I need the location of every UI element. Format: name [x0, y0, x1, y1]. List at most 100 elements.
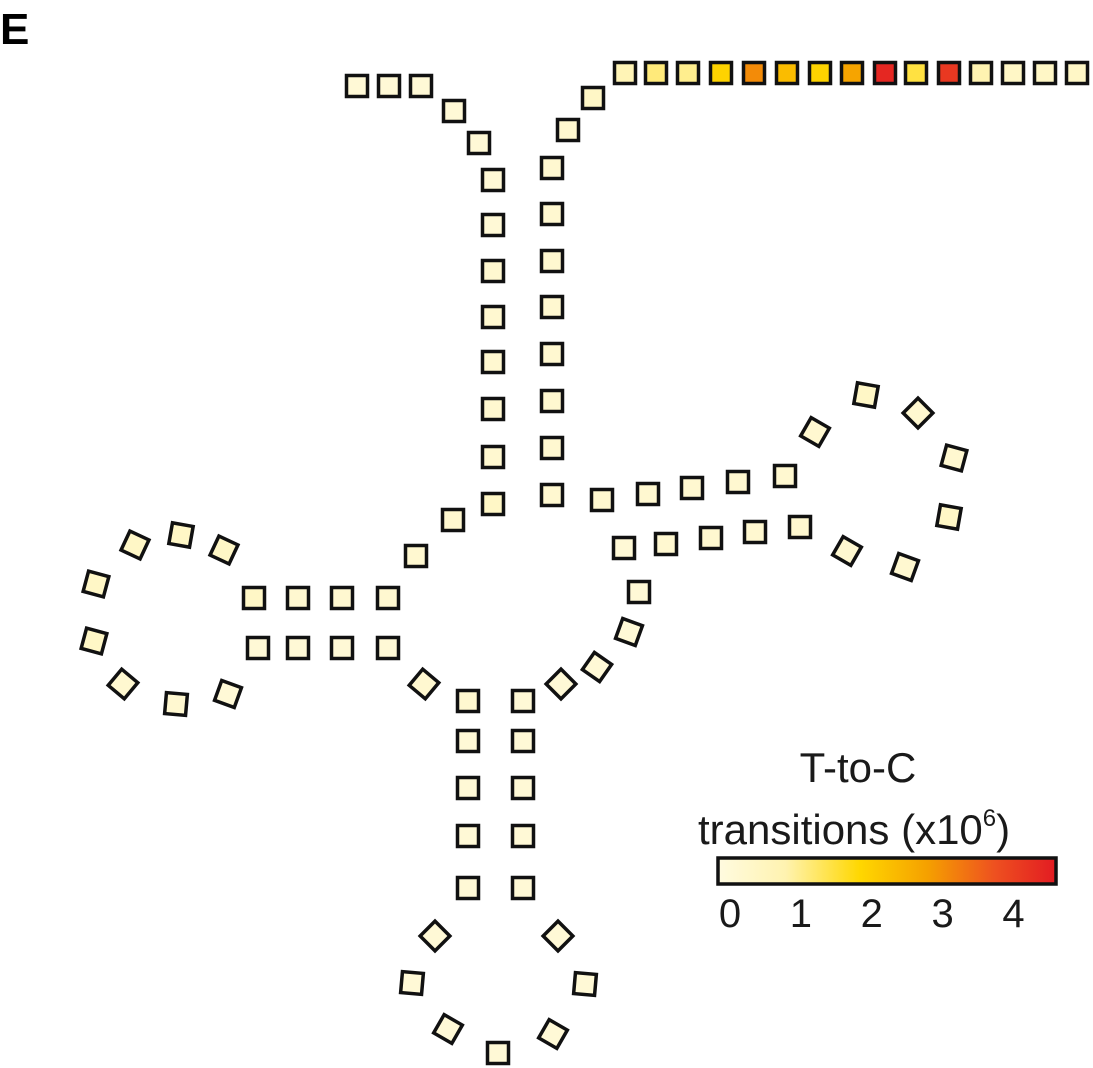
- nucleotide-t-arm-5: [830, 534, 864, 568]
- nucleotide-acceptor-stem-5p-3: [480, 167, 506, 193]
- nucleotide-anticodon-arm-17: [543, 666, 579, 702]
- nucleotide-acceptor-stem-5p-10: [480, 491, 506, 517]
- nucleotide-acceptor-stem-5p-1: [441, 98, 467, 124]
- nucleotide-three-prime-tail-5: [741, 60, 767, 86]
- nucleotide-t-arm-15: [635, 481, 661, 507]
- legend-title-line1: T-to-C: [800, 744, 917, 791]
- nucleotide-d-arm-9: [80, 568, 112, 600]
- nucleotide-acceptor-stem-5p-7: [480, 349, 506, 375]
- nucleotide-d-arm-5: [241, 585, 267, 611]
- nucleotide-t-arm-7: [934, 502, 964, 532]
- legend-color-bar: [716, 856, 1058, 886]
- nucleotide-anticodon-arm-6: [398, 969, 426, 997]
- nucleotide-acceptor-stem-5p-2: [466, 130, 492, 156]
- nucleotide-acceptor-stem-3p-1: [539, 482, 565, 508]
- nucleotide-anticodon-arm-21: [611, 535, 637, 561]
- nucleotide-acceptor-stem-5p-8: [480, 396, 506, 422]
- nucleotide-acceptor-stem-5p-6: [480, 304, 506, 330]
- nucleotide-t-arm-8: [938, 442, 970, 474]
- legend-tick-2: 2: [861, 892, 883, 936]
- nucleotide-d-arm-18: [406, 666, 442, 702]
- nucleotide-anticodon-arm-4: [455, 875, 481, 901]
- nucleotide-t-arm-16: [589, 487, 615, 513]
- nucleotide-three-prime-tail-7: [807, 60, 833, 86]
- color-legend: T-to-C transitions (x106) 0 1 2 3 4: [698, 744, 1058, 936]
- nucleotide-five-prime-start-3: [408, 73, 434, 99]
- nucleotide-anticodon-arm-14: [510, 775, 536, 801]
- nucleotide-t-arm-6: [889, 551, 921, 583]
- nucleotide-anticodon-arm-5: [417, 918, 453, 954]
- nucleotide-three-prime-tail-13: [1000, 60, 1026, 86]
- nucleotide-three-prime-tail-1: [612, 60, 638, 86]
- nucleotide-d-arm-1: [403, 543, 429, 569]
- nucleotide-three-prime-tail-2: [643, 60, 669, 86]
- nucleotide-t-arm-11: [798, 415, 832, 449]
- nucleotide-t-arm-3: [742, 519, 768, 545]
- nucleotide-anticodon-arm-15: [510, 728, 536, 754]
- nucleotide-t-arm-12: [772, 463, 798, 489]
- nucleotide-anticodon-arm-11: [540, 918, 576, 954]
- nucleotide-d-arm-2: [375, 585, 401, 611]
- nucleotide-three-prime-tail-6: [774, 60, 800, 86]
- nucleotide-acceptor-stem-5p-9: [480, 444, 506, 470]
- nucleotide-anticodon-arm-19: [613, 616, 645, 648]
- legend-title-close: ): [996, 806, 1010, 853]
- nucleotide-t-arm-4: [787, 514, 813, 540]
- nucleotide-t-arm-14: [679, 475, 705, 501]
- legend-title-exponent: 6: [983, 805, 996, 832]
- nucleotide-acceptor-stem-3p-6: [539, 248, 565, 274]
- nucleotide-d-arm-4: [285, 585, 311, 611]
- nucleotide-acceptor-stem-5p-5: [480, 258, 506, 284]
- legend-tick-labels: 0 1 2 3 4: [719, 892, 1025, 936]
- nucleotide-acceptor-stem-3p-8: [539, 155, 565, 181]
- nucleotide-three-prime-tail-8: [839, 60, 865, 86]
- legend-tick-3: 3: [931, 892, 953, 936]
- nucleotide-anticodon-arm-9: [536, 1017, 570, 1051]
- nucleotide-t-arm-9: [900, 395, 936, 431]
- nucleotide-three-prime-tail-10: [903, 60, 929, 86]
- nucleotide-three-prime-tail-4: [708, 60, 734, 86]
- nucleotide-anticodon-arm-10: [571, 970, 599, 998]
- nucleotide-d-arm-8: [118, 528, 152, 562]
- legend-title-text: transitions (x10: [698, 806, 983, 853]
- nucleotide-d-arm-10: [78, 625, 110, 657]
- panel-label: E: [0, 5, 29, 54]
- nucleotide-t-arm-10: [851, 380, 881, 410]
- nucleotide-acceptor-stem-3p-2: [539, 435, 565, 461]
- nucleotide-anticodon-arm-13: [510, 823, 536, 849]
- nucleotide-five-prime-start-1: [344, 73, 370, 99]
- nucleotide-acceptor-stem-3p-3: [539, 388, 565, 414]
- nucleotide-d-arm-6: [207, 533, 241, 567]
- nucleotide-anticodon-arm-7: [431, 1012, 465, 1046]
- nucleotide-three-prime-tail-12: [968, 60, 994, 86]
- nucleotide-d-arm-3: [329, 585, 355, 611]
- nucleotide-anticodon-arm-20: [626, 579, 652, 605]
- nucleotide-t-arm-1: [653, 531, 679, 557]
- legend-title-line2: transitions (x106): [698, 805, 1010, 853]
- nucleotide-acceptor-stem-3p-5: [539, 294, 565, 320]
- nucleotide-d-arm-12: [162, 690, 190, 718]
- nucleotide-three-prime-tail-15: [1064, 60, 1090, 86]
- nucleotide-d-arm-14: [245, 635, 271, 661]
- legend-tick-0: 0: [719, 892, 741, 936]
- nucleotide-d-arm-16: [329, 635, 355, 661]
- nucleotide-acceptor-stem-5p-4: [480, 212, 506, 238]
- nucleotide-d-arm-17: [375, 635, 401, 661]
- nucleotide-five-prime-start-2: [376, 73, 402, 99]
- legend-tick-4: 4: [1002, 892, 1024, 936]
- nucleotide-t-arm-2: [698, 525, 724, 551]
- nucleotide-acceptor-stem-3p-7: [539, 201, 565, 227]
- nucleotide-anticodon-arm-18: [579, 649, 615, 685]
- nucleotide-d-arm-15: [285, 635, 311, 661]
- nucleotide-three-prime-tail-14: [1032, 60, 1058, 86]
- nucleotide-acceptor-stem-3p-10: [580, 85, 606, 111]
- legend-tick-1: 1: [790, 892, 812, 936]
- nucleotide-three-prime-tail-11: [936, 60, 962, 86]
- nucleotide-d-arm-7: [166, 520, 196, 550]
- nucleotide-three-prime-tail-9: [872, 60, 898, 86]
- nucleotide-anticodon-arm-1: [455, 728, 481, 754]
- nucleotide-d-arm-13: [212, 678, 244, 710]
- nucleotide-anticodon-arm-2: [455, 775, 481, 801]
- nucleotide-acceptor-stem-5p-11: [440, 507, 466, 533]
- nucleotide-acceptor-stem-3p-9: [555, 117, 581, 143]
